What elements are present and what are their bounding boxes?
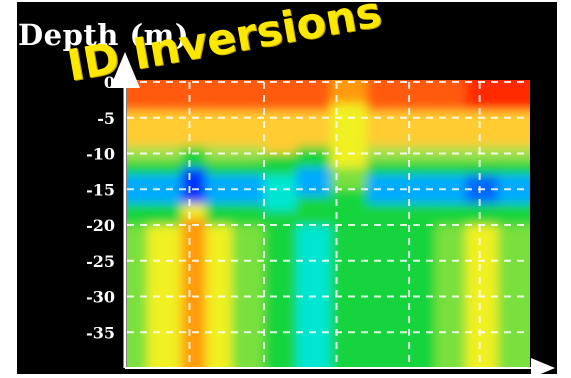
heat-cell: [465, 225, 499, 368]
heat-cell: [264, 153, 298, 176]
heat-cell: [330, 167, 368, 191]
heat-cell: [465, 160, 499, 176]
heat-cell: [435, 80, 467, 112]
heat-cell: [465, 203, 499, 226]
heat-cell: [465, 80, 499, 112]
heat-cell: [181, 217, 207, 368]
heat-cell: [497, 110, 530, 148]
heat-cell: [465, 110, 499, 148]
heat-cell: [181, 146, 207, 169]
heat-cell: [403, 80, 437, 112]
heat-cell: [264, 80, 298, 112]
heat-cell: [296, 167, 332, 198]
heat-cell: [296, 146, 332, 169]
heat-cell: [181, 110, 207, 148]
heat-cell: [231, 160, 266, 176]
heat-cell: [366, 146, 405, 162]
heat-cell: [231, 80, 266, 112]
heat-cell: [366, 174, 405, 205]
heat-cell: [205, 110, 233, 148]
heat-cell: [127, 225, 149, 368]
heat-cell: [497, 225, 530, 368]
y-tick-labels: 0 -5 -10 -15 -20 -25 -30 -35: [86, 73, 115, 342]
heat-cell: [205, 80, 233, 112]
heat-cell: [147, 174, 183, 205]
y-tick-label: -30: [86, 288, 115, 307]
y-tick-label: -10: [86, 145, 115, 164]
heat-cell: [127, 174, 149, 205]
heat-cell: [497, 203, 530, 226]
heat-cell: [264, 210, 298, 368]
heat-cell: [127, 160, 149, 176]
heat-cell: [403, 160, 437, 176]
heat-cell: [497, 174, 530, 205]
heat-cell: [127, 203, 149, 226]
y-tick-label: -15: [86, 180, 115, 199]
heat-cell: [366, 80, 405, 112]
heat-cell: [497, 160, 530, 176]
heat-cell: [435, 146, 467, 162]
heat-cell: [147, 225, 183, 368]
heat-cell: [181, 203, 207, 219]
heat-cell: [296, 196, 332, 226]
heat-cell: [366, 225, 405, 368]
heat-cell: [435, 225, 467, 368]
heat-cell: [435, 203, 467, 226]
heat-cell: [147, 110, 183, 148]
heat-cell: [231, 203, 266, 226]
heat-cell: [231, 225, 266, 368]
heat-cell: [296, 80, 332, 112]
heat-cell: [205, 225, 233, 368]
heat-cell: [147, 80, 183, 112]
heat-cell: [403, 203, 437, 226]
axes: [110, 52, 555, 378]
y-tick-label: -20: [86, 216, 115, 235]
heat-cell: [231, 110, 266, 148]
grid-lines: [127, 81, 530, 368]
heat-cell: [205, 203, 233, 226]
heat-cell: [147, 160, 183, 176]
heat-cell: [403, 110, 437, 148]
heat-cell: [296, 225, 332, 368]
y-tick-label: -5: [97, 109, 115, 128]
y-tick-label: -35: [86, 323, 115, 342]
heat-cell: [366, 110, 405, 148]
y-tick-label: 0: [104, 73, 115, 92]
heat-cell: [435, 160, 467, 176]
heat-cell: [403, 225, 437, 368]
heat-cell: [497, 80, 530, 112]
heat-cell: [147, 203, 183, 226]
heat-cell: [147, 146, 183, 162]
heat-cell: [296, 110, 332, 148]
heat-cell: [264, 174, 298, 212]
heat-cell: [366, 203, 405, 226]
heat-cell: [127, 146, 149, 162]
heat-cell: [205, 160, 233, 176]
y-tick-label: -25: [86, 252, 115, 271]
heat-cell: [264, 110, 298, 155]
heat-cell: [181, 80, 207, 112]
heat-cell: [435, 110, 467, 148]
heat-cell: [127, 110, 149, 148]
heat-cell: [366, 160, 405, 176]
heat-cell: [181, 167, 207, 205]
y-axis-title: Depth (m): [18, 18, 190, 52]
heat-cell: [497, 146, 530, 162]
